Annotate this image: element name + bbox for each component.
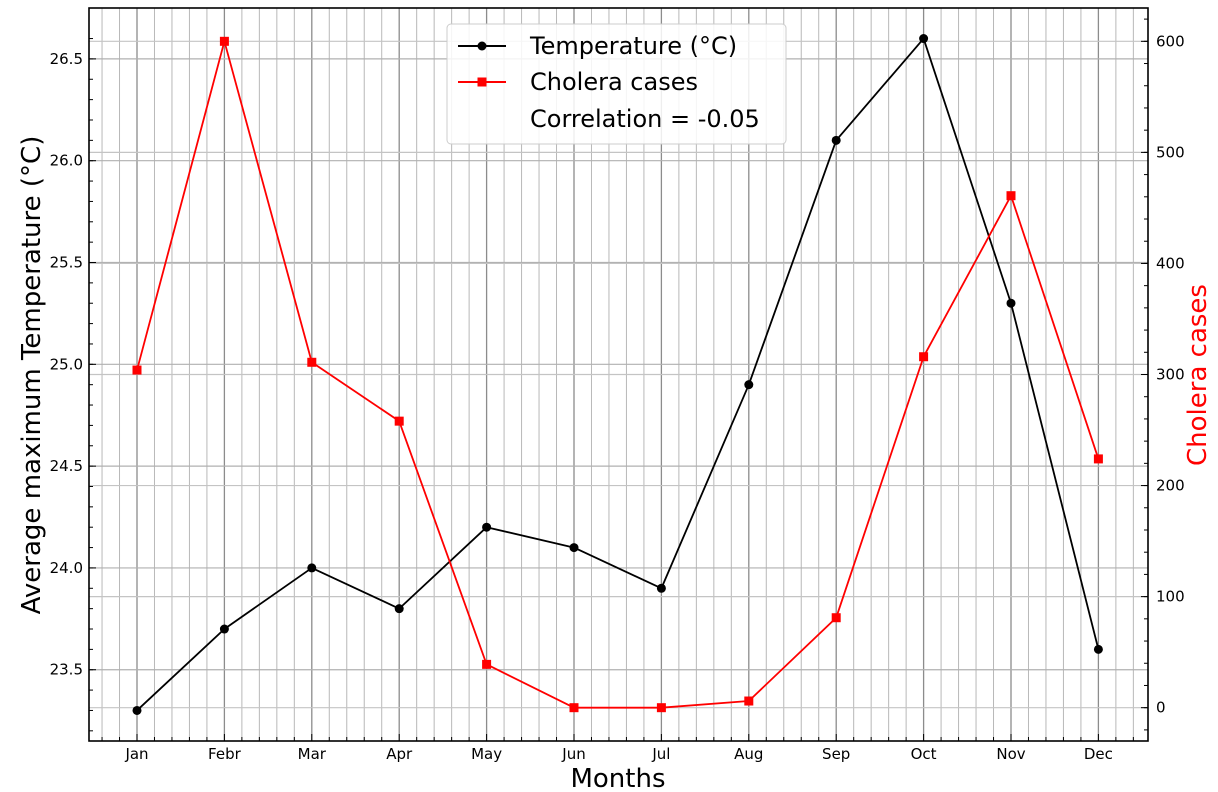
x-tick-label: Aug — [734, 745, 763, 763]
cholera-point — [831, 613, 841, 623]
legend-correlation-note: Correlation = -0.05 — [530, 105, 760, 133]
x-tick-label: Apr — [386, 745, 413, 763]
y-left-tick-label: 25.5 — [50, 254, 83, 272]
grid — [89, 8, 1148, 741]
y-left-tick-label: 24.0 — [50, 559, 83, 577]
temperature-point — [1093, 644, 1103, 654]
cholera-point — [307, 357, 317, 367]
y-right-tick-label: 100 — [1156, 588, 1185, 606]
cholera-point — [482, 659, 492, 669]
temperature-point — [831, 135, 841, 145]
cholera-point — [394, 416, 404, 426]
cholera-point — [919, 352, 929, 362]
y-left-tick-label: 25.0 — [50, 355, 83, 373]
legend-cholera-marker — [477, 77, 487, 87]
legend-box — [446, 23, 787, 145]
right-y-axis-title: Cholera cases — [1183, 284, 1213, 466]
x-tick-label: Jul — [651, 745, 670, 763]
x-tick-label: Febr — [208, 745, 242, 763]
temperature-point — [656, 583, 666, 593]
legend: Temperature (°C) Cholera cases Correlati… — [446, 23, 787, 145]
temperature-point — [744, 380, 754, 390]
y-right-tick-label: 500 — [1156, 143, 1185, 161]
y-left-tick-label: 26.0 — [50, 152, 83, 170]
temperature-point — [919, 34, 929, 44]
y-left-tick-label: 23.5 — [50, 661, 83, 679]
y-right-tick-label: 300 — [1156, 366, 1185, 384]
x-tick-label: Jan — [124, 745, 148, 763]
x-tick-label: Sep — [822, 745, 850, 763]
cholera-point — [1006, 191, 1016, 201]
left-y-axis-title: Average maximum Temperature (°C) — [17, 136, 47, 615]
temperature-point — [482, 522, 492, 532]
legend-temperature-marker — [477, 41, 487, 51]
cholera-point — [656, 703, 666, 713]
x-tick-label: Mar — [298, 745, 327, 763]
y-right-tick-label: 400 — [1156, 254, 1185, 272]
temperature-point — [569, 543, 579, 553]
x-tick-label: Oct — [911, 745, 937, 763]
cholera-point — [569, 703, 579, 713]
cholera-point — [1093, 454, 1103, 464]
x-tick-label: Jun — [561, 745, 585, 763]
cholera-point — [744, 696, 754, 706]
cholera-line — [136, 40, 1100, 709]
temperature-line — [136, 37, 1100, 712]
temperature-point — [219, 624, 229, 634]
legend-temperature-label: Temperature (°C) — [529, 32, 737, 60]
y-right-tick-label: 600 — [1156, 32, 1185, 50]
temperature-point — [132, 705, 142, 715]
temperature-point — [394, 604, 404, 614]
y-right-tick-label: 0 — [1156, 699, 1166, 717]
x-axis-title: Months — [570, 764, 665, 792]
x-tick-label: Nov — [996, 745, 1025, 763]
legend-cholera-label: Cholera cases — [530, 68, 698, 96]
axes: 23.5 24.0 24.5 25.0 25.5 26.0 26.5 0 100 200 300 40… — [50, 18, 1185, 763]
y-left-tick-label: 26.5 — [50, 50, 83, 68]
cholera-point — [132, 365, 142, 375]
x-tick-label: May — [471, 745, 502, 763]
x-tick-label: Dec — [1084, 745, 1113, 763]
temperature-point — [1006, 298, 1016, 308]
cholera-point — [219, 36, 229, 46]
temperature-point — [307, 563, 317, 573]
y-left-tick-label: 24.5 — [50, 457, 83, 475]
series — [132, 34, 1103, 715]
y-right-tick-label: 200 — [1156, 477, 1185, 495]
